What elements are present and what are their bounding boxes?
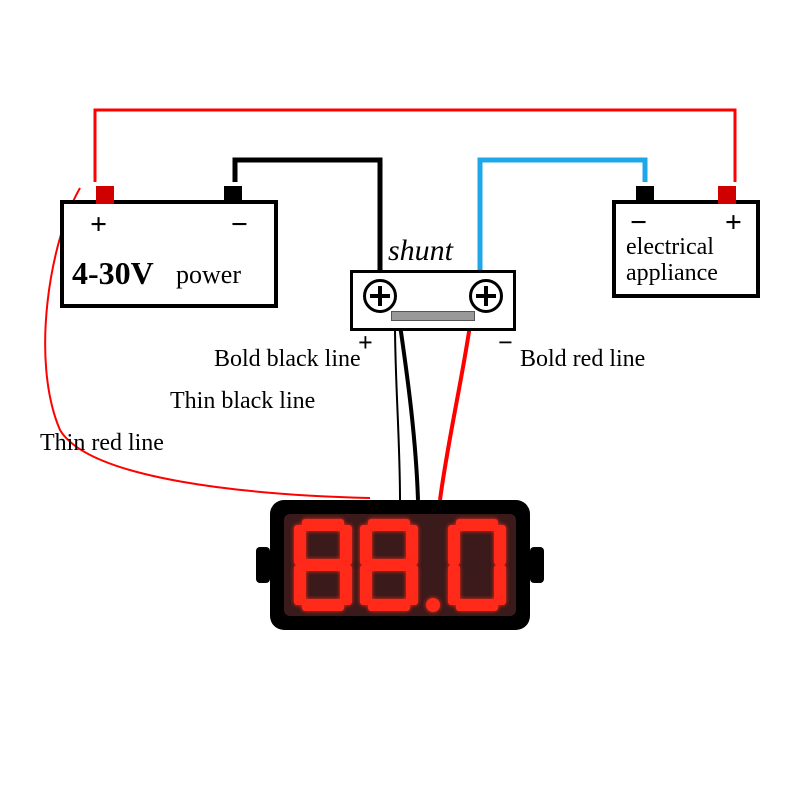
power-neg-symbol: − — [231, 208, 248, 242]
decimal-point — [426, 598, 440, 612]
digit-2 — [360, 519, 418, 611]
power-terminal-pos — [96, 186, 114, 204]
label-thin-black: Thin black line — [170, 388, 315, 415]
wire-thin-black — [395, 325, 400, 500]
power-supply: + − 4-30V power — [60, 200, 278, 308]
shunt-bar — [391, 311, 475, 321]
shunt-neg-symbol: − — [498, 328, 513, 358]
label-bold-red: Bold red line — [520, 346, 645, 373]
appliance-terminal-neg — [636, 186, 654, 204]
power-word-label: power — [176, 260, 241, 290]
label-bold-black: Bold black line — [214, 346, 361, 373]
digit-3 — [448, 519, 506, 611]
shunt-screw-left-icon — [363, 279, 397, 313]
digit-1 — [294, 519, 352, 611]
display-mount-ear-left — [256, 547, 270, 583]
shunt-label: shunt — [388, 234, 453, 268]
wiring-svg — [0, 0, 800, 800]
wire-bold-red — [440, 325, 470, 500]
appliance-label-line2: appliance — [626, 260, 718, 287]
appliance: − + electrical appliance — [612, 200, 760, 298]
label-thin-red: Thin red line — [40, 430, 164, 457]
appliance-pos-symbol: + — [725, 206, 742, 240]
power-pos-symbol: + — [90, 208, 107, 242]
shunt-screw-right-icon — [469, 279, 503, 313]
power-voltage-label: 4-30V — [72, 255, 154, 292]
appliance-terminal-pos — [718, 186, 736, 204]
wire-bold-black — [400, 325, 418, 500]
wire-top-red — [95, 110, 735, 182]
appliance-label-line1: electrical — [626, 234, 714, 261]
shunt-block — [350, 270, 516, 331]
led-display-module — [270, 500, 530, 630]
power-terminal-neg — [224, 186, 242, 204]
display-screen — [284, 514, 516, 616]
display-mount-ear-right — [530, 547, 544, 583]
